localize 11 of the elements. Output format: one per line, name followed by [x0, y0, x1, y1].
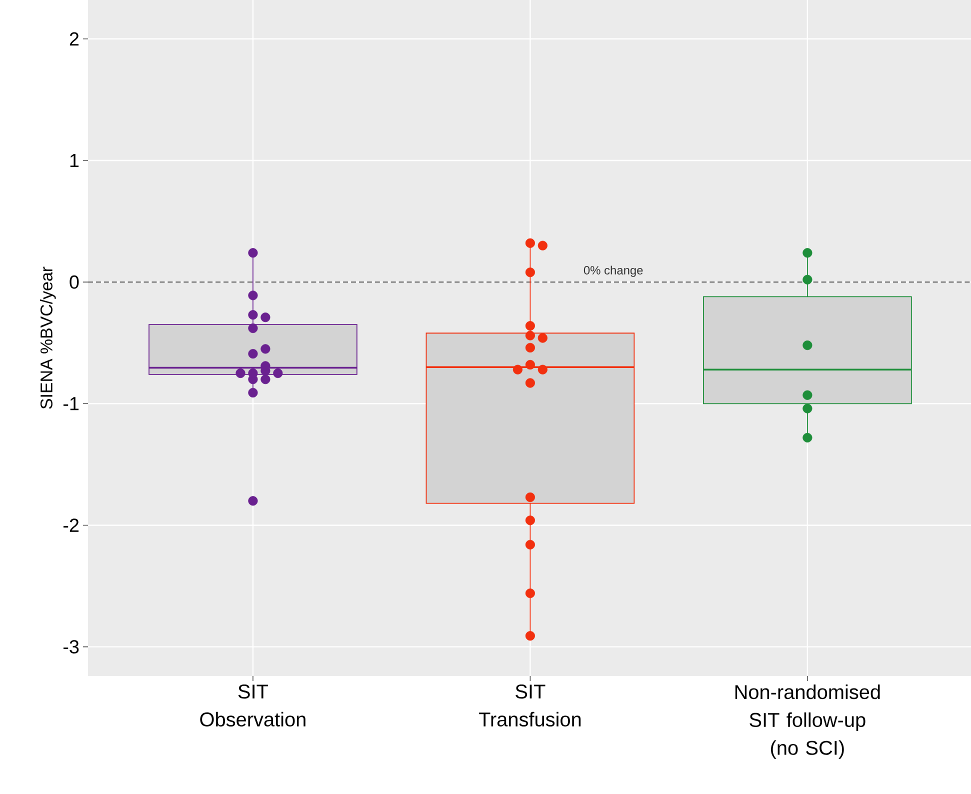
x-tick-label: SIT Observation — [200, 684, 306, 726]
y-tick-label: -1 — [64, 397, 79, 410]
y-tick-label: -3 — [64, 640, 79, 654]
y-tick-label: 0 — [70, 275, 79, 289]
y-axis-title: SIENA %BVC/year — [40, 266, 56, 409]
x-tick-label: Non-randomised SIT follow-up (no SCI) — [735, 684, 880, 759]
y-tick-label: -2 — [64, 518, 79, 532]
ref-line-label: 0% change — [584, 266, 643, 277]
y-tick-label: 1 — [70, 154, 79, 167]
y-tick-label: 2 — [70, 32, 79, 46]
x-tick-label: SIT Transfusion — [478, 684, 581, 726]
